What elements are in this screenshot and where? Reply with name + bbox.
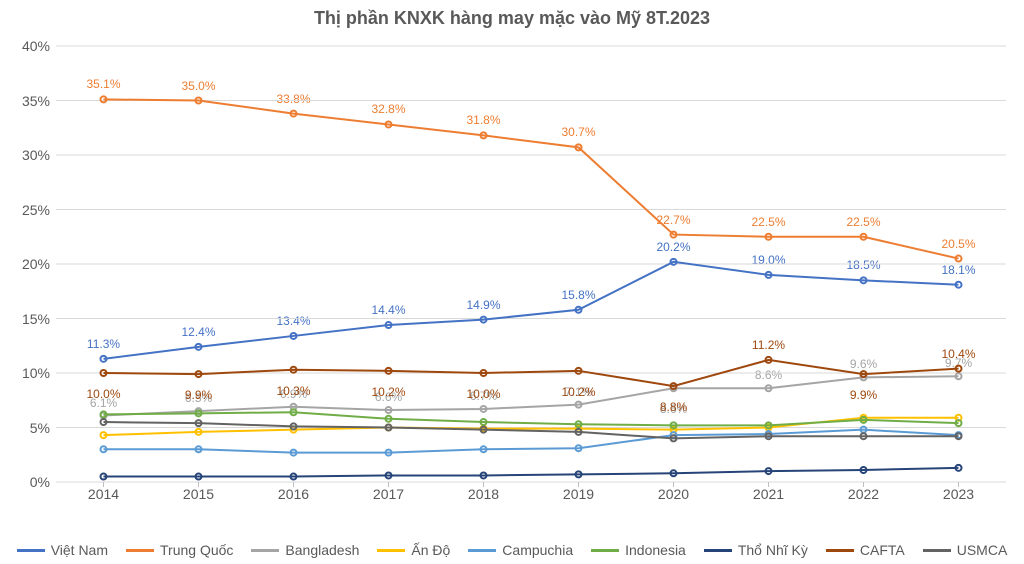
series-marker [956, 282, 962, 288]
legend-label: Bangladesh [285, 542, 359, 558]
legend-item: Việt Nam [17, 542, 108, 558]
legend-swatch [826, 549, 854, 552]
legend: Việt Nam Trung Quốc Bangladesh Ấn Độ Campuch… [0, 542, 1024, 558]
series-line [104, 376, 959, 415]
y-tick-label: 35% [22, 93, 56, 109]
legend-item: CAFTA [826, 542, 905, 558]
legend-label: CAFTA [860, 542, 905, 558]
series-line [104, 99, 959, 258]
legend-swatch [468, 549, 496, 552]
legend-swatch [704, 549, 732, 552]
y-tick-label: 20% [22, 256, 56, 272]
y-tick-label: 40% [22, 38, 56, 54]
legend-item: Thổ Nhĩ Kỳ [704, 542, 808, 558]
legend-item: USMCA [923, 542, 1008, 558]
y-tick-label: 25% [22, 202, 56, 218]
series-line [104, 468, 959, 477]
legend-swatch [591, 549, 619, 552]
legend-item: Indonesia [591, 542, 686, 558]
legend-item: Ấn Độ [377, 542, 450, 558]
legend-item: Trung Quốc [126, 542, 233, 558]
legend-swatch [251, 549, 279, 552]
legend-label: Việt Nam [51, 542, 108, 558]
series-line [104, 430, 959, 453]
y-tick-label: 5% [30, 420, 56, 436]
legend-label: Ấn Độ [411, 542, 450, 558]
legend-label: Trung Quốc [160, 542, 233, 558]
legend-label: Indonesia [625, 542, 686, 558]
legend-label: Thổ Nhĩ Kỳ [738, 542, 808, 558]
series-line [104, 418, 959, 435]
y-tick-label: 30% [22, 147, 56, 163]
legend-label: USMCA [957, 542, 1008, 558]
y-tick-label: 0% [30, 474, 56, 490]
y-tick-label: 15% [22, 311, 56, 327]
legend-swatch [17, 549, 45, 552]
plot-area: 0%5%10%15%20%25%30%35%40%201420152016201… [56, 46, 1006, 482]
plot-svg [56, 46, 1006, 482]
chart-container: Thị phần KNXK hàng may mặc vào Mỹ 8T.202… [0, 0, 1024, 564]
legend-swatch [126, 549, 154, 552]
legend-label: Campuchia [502, 542, 573, 558]
legend-swatch [923, 549, 951, 552]
legend-item: Bangladesh [251, 542, 359, 558]
y-tick-label: 10% [22, 365, 56, 381]
legend-item: Campuchia [468, 542, 573, 558]
series-line [104, 262, 959, 359]
legend-swatch [377, 549, 405, 552]
chart-title: Thị phần KNXK hàng may mặc vào Mỹ 8T.202… [0, 8, 1024, 29]
